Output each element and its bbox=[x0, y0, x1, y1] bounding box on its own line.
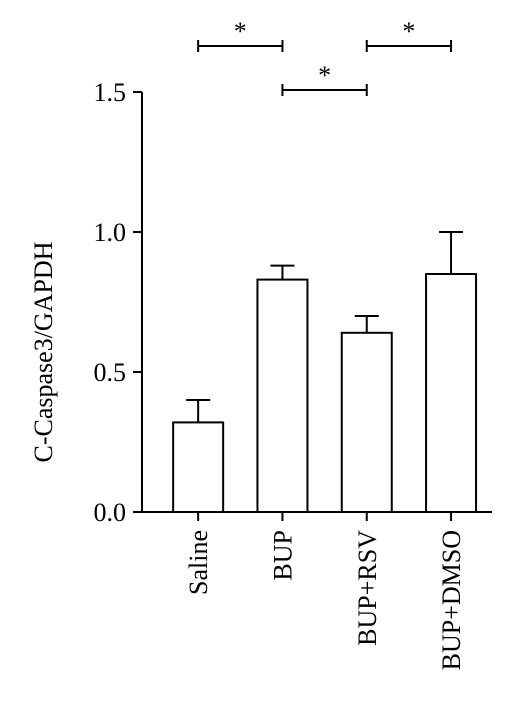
x-tick-label: BUP+RSV bbox=[353, 530, 382, 646]
bar bbox=[256, 278, 309, 513]
y-axis-label: C-Caspase3/GAPDH bbox=[29, 241, 58, 462]
bar bbox=[340, 331, 393, 513]
significance-label: * bbox=[318, 61, 331, 90]
significance-label: * bbox=[402, 17, 415, 46]
y-tick-label: 1.0 bbox=[94, 218, 127, 247]
bar bbox=[425, 273, 478, 513]
x-tick-label: BUP+DMSO bbox=[437, 530, 466, 670]
bar bbox=[172, 421, 225, 513]
significance-label: * bbox=[234, 17, 247, 46]
x-tick-label: BUP bbox=[268, 530, 297, 581]
y-tick-label: 1.5 bbox=[94, 78, 127, 107]
y-tick-label: 0.0 bbox=[94, 498, 127, 527]
x-tick-label: Saline bbox=[184, 530, 213, 595]
y-tick-label: 0.5 bbox=[94, 358, 127, 387]
